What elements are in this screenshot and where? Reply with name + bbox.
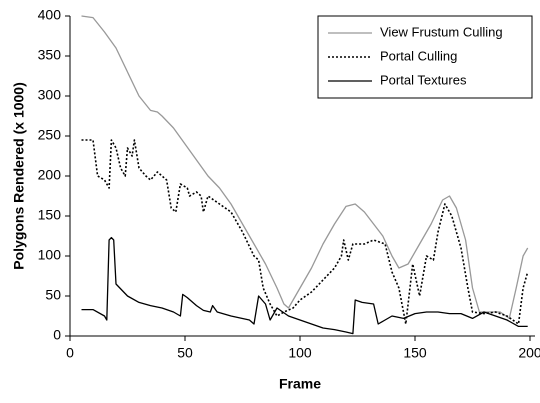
x-tick-label: 200 xyxy=(518,345,540,361)
legend-label: View Frustum Culling xyxy=(380,24,503,39)
series-line xyxy=(81,139,529,325)
legend: View Frustum Culling Portal Culling Portal… xyxy=(317,15,533,99)
y-tick-label: 50 xyxy=(45,287,61,303)
y-tick-label: 300 xyxy=(38,87,62,103)
y-tick-label: 0 xyxy=(53,327,61,343)
x-tick-label: 50 xyxy=(177,345,193,361)
legend-label: Portal Culling xyxy=(380,48,457,63)
y-tick-label: 250 xyxy=(38,127,62,143)
x-axis-title: Frame xyxy=(279,376,321,392)
y-tick-label: 400 xyxy=(38,7,62,23)
y-tick-label: 100 xyxy=(38,247,62,263)
series-line xyxy=(81,236,528,335)
x-tick-label: 150 xyxy=(403,345,427,361)
x-tick-label: 0 xyxy=(66,345,74,361)
legend-label: Portal Textures xyxy=(380,72,467,87)
y-tick-label: 350 xyxy=(38,47,62,63)
x-tick-label: 100 xyxy=(288,345,312,361)
series-line xyxy=(81,15,529,320)
y-tick-label: 150 xyxy=(38,207,62,223)
y-tick-label: 200 xyxy=(38,167,62,183)
y-axis-title: Polygons Rendered (x 1000) xyxy=(11,82,27,270)
